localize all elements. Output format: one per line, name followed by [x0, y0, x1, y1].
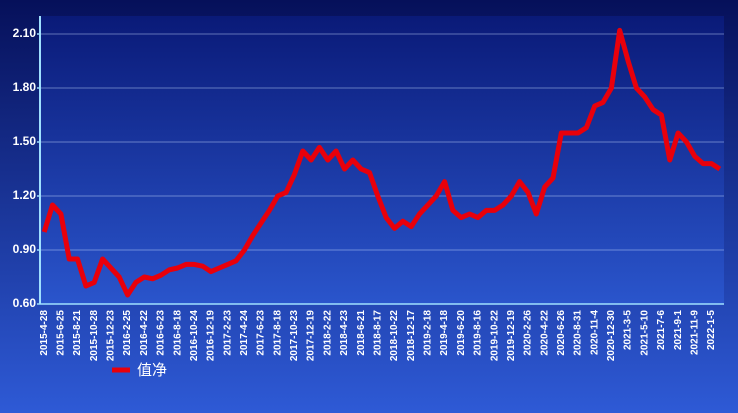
x-tick-label: 2020-11-4: [589, 310, 600, 355]
y-tick-label: 1.80: [13, 80, 37, 94]
x-tick-label: 2015-6-25: [55, 310, 66, 356]
x-tick-label: 2019-6-20: [456, 310, 467, 356]
y-tick-label: 0.90: [13, 242, 37, 256]
x-tick-label: 2017-8-18: [272, 310, 283, 356]
x-tick-label: 2021-5-10: [639, 310, 650, 356]
x-tick-label: 2020-8-31: [573, 310, 584, 356]
x-tick-label: 2018-12-17: [406, 310, 417, 362]
x-tick-label: 2021-11-9: [689, 310, 700, 355]
x-tick-label: 2016-2-25: [122, 310, 133, 356]
x-tick-label: 2021-3-5: [623, 310, 634, 350]
x-tick-label: 2016-10-24: [189, 310, 200, 362]
x-tick-label: 2016-8-18: [172, 310, 183, 356]
x-tick-label: 2019-8-16: [473, 310, 484, 356]
x-tick-label: 2019-12-19: [506, 310, 517, 362]
x-tick-label: 2015-8-21: [72, 310, 83, 356]
x-tick-label: 2018-4-23: [339, 310, 350, 356]
legend-label: 值净: [137, 362, 167, 379]
x-tick-label: 2020-6-26: [556, 310, 567, 356]
x-tick-label: 2016-4-22: [139, 310, 150, 356]
x-tick-label: 2017-10-23: [289, 310, 300, 362]
x-tick-label: 2017-12-19: [306, 310, 317, 362]
x-tick-label: 2017-2-23: [222, 310, 233, 356]
x-tick-label: 2019-10-22: [489, 310, 500, 362]
y-tick-label: 2.10: [13, 26, 37, 40]
x-tick-label: 2018-10-22: [389, 310, 400, 362]
plot-area: [40, 16, 724, 304]
x-tick-label: 2015-12-23: [106, 310, 117, 362]
x-tick-label: 2015-4-28: [39, 310, 50, 356]
x-tick-label: 2016-6-23: [156, 310, 167, 356]
x-tick-label: 2022-1-5: [706, 310, 717, 350]
x-tick-label: 2020-4-22: [539, 310, 550, 356]
x-tick-label: 2015-10-28: [89, 310, 100, 362]
data-line: [41, 27, 722, 298]
x-tick-label: 2017-4-24: [239, 310, 250, 356]
x-tick-label: 2018-2-22: [322, 310, 333, 356]
y-tick-label: 0.60: [13, 296, 37, 310]
x-tick-label: 2018-6-21: [356, 310, 367, 356]
x-tick-label: 2020-12-30: [606, 310, 617, 362]
x-tick-label: 2019-4-18: [439, 310, 450, 356]
x-tick-label: 2019-2-18: [423, 310, 434, 356]
x-tick-label: 2020-2-26: [523, 310, 534, 356]
x-tick-label: 2021-7-6: [656, 310, 667, 350]
x-tick-label: 2017-6-23: [256, 310, 267, 356]
y-tick-label: 1.20: [13, 188, 37, 202]
x-tick-label: 2018-8-17: [372, 310, 383, 356]
x-tick-label: 2016-12-19: [206, 310, 217, 362]
y-tick-label: 1.50: [13, 134, 37, 148]
x-tick-label: 2021-9-1: [673, 310, 684, 350]
